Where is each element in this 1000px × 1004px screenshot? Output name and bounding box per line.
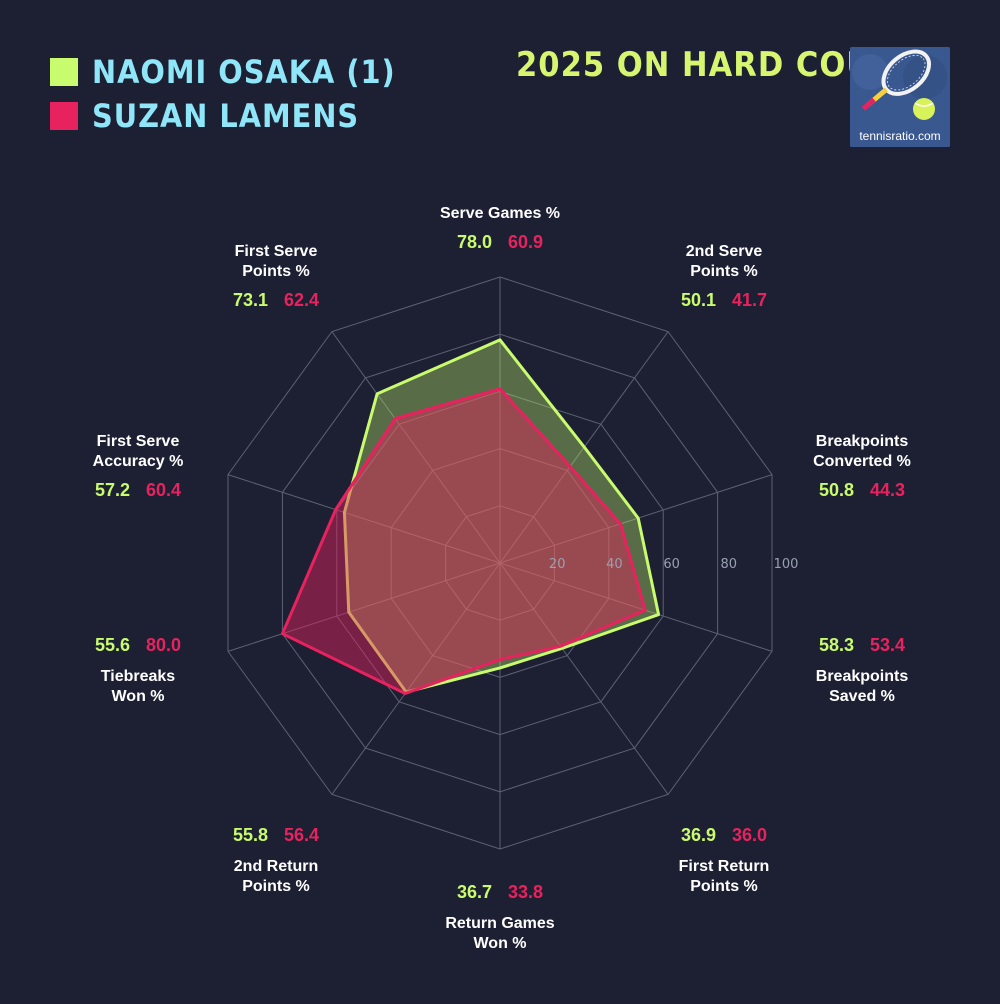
value-label-player2: 56.4 (284, 825, 319, 845)
axis-label: Breakpoints (816, 433, 909, 450)
grid-spoke (331, 331, 501, 564)
axis-label: Accuracy % (93, 453, 184, 470)
axis-label: Points % (242, 878, 310, 895)
tick-labels: 20 40 60 80 100 (549, 557, 798, 572)
axis-label: Tiebreaks (101, 668, 176, 685)
tick-label: 100 (774, 557, 799, 572)
legend: NAOMI OSAKA (1) SUZAN LAMENS (50, 50, 396, 138)
grid-spoke (227, 562, 501, 652)
legend-item-player2: SUZAN LAMENS (50, 94, 396, 138)
series-area-1 (342, 338, 661, 694)
value-label-player2: 62.4 (284, 290, 319, 310)
grid-spoke (499, 474, 773, 564)
tick-label: 60 (663, 557, 680, 572)
axis-label: Points % (242, 263, 310, 280)
axis-label: Won % (473, 935, 526, 952)
axis-label: Saved % (829, 688, 895, 705)
value-label-player1: 50.1 (681, 290, 716, 310)
logo-text: tennisratio.com (859, 129, 941, 143)
value-label-player2: 60.4 (146, 480, 181, 500)
value-label-player1: 36.9 (681, 825, 716, 845)
series-area-2 (280, 387, 647, 695)
tick-label: 80 (721, 557, 738, 572)
series (280, 338, 661, 695)
tick-label: 40 (606, 557, 623, 572)
axis-label: Won % (111, 688, 164, 705)
legend-swatch-player2 (50, 102, 78, 130)
legend-label-player2: SUZAN LAMENS (92, 97, 360, 135)
axis-label: Converted % (813, 453, 911, 470)
value-label-player2: 41.7 (732, 290, 767, 310)
grid-spoke (499, 562, 669, 795)
tennisratio-logo[interactable]: tennisratio.com (850, 47, 950, 147)
axis-label: First Return (679, 858, 770, 875)
value-label-player1: 55.8 (233, 825, 268, 845)
legend-swatch-player1 (50, 58, 78, 86)
value-label-player1: 58.3 (819, 635, 854, 655)
axis-label: First Serve (235, 243, 318, 260)
value-label-player1: 57.2 (95, 480, 130, 500)
value-label-player2: 80.0 (146, 635, 181, 655)
axis-label: Return Games (445, 915, 554, 932)
axis-label: Breakpoints (816, 668, 909, 685)
value-label-player1: 50.8 (819, 480, 854, 500)
legend-label-player1: NAOMI OSAKA (1) (92, 53, 396, 91)
axis-label: First Serve (97, 433, 180, 450)
axis-labels: Serve Games % 78.0 60.9 2nd Serve Points % 50… (93, 205, 911, 952)
value-label-player1: 73.1 (233, 290, 268, 310)
grid-spoke (227, 474, 501, 564)
axis-label: Points % (690, 878, 758, 895)
value-label-player2: 53.4 (870, 635, 905, 655)
grid-spoke (499, 562, 773, 652)
axis-label: Points % (690, 263, 758, 280)
axis-label: 2nd Serve (686, 243, 763, 260)
tennis-racket-ball-icon (850, 47, 950, 147)
value-label-player2: 33.8 (508, 882, 543, 902)
value-label-player1: 36.7 (457, 882, 492, 902)
value-label-player2: 44.3 (870, 480, 905, 500)
axis-label: 2nd Return (234, 858, 318, 875)
value-label-player2: 36.0 (732, 825, 767, 845)
axis-label: Serve Games % (440, 205, 560, 222)
legend-item-player1: NAOMI OSAKA (1) (50, 50, 396, 94)
grid-spoke (331, 562, 501, 795)
value-label-player1: 78.0 (457, 232, 492, 252)
tick-label: 20 (549, 557, 566, 572)
value-label-player2: 60.9 (508, 232, 543, 252)
value-label-player1: 55.6 (95, 635, 130, 655)
